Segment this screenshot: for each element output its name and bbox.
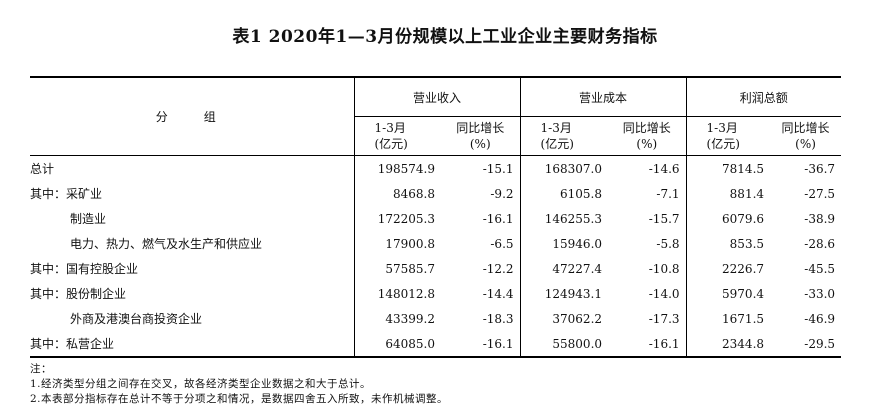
revenue-value: 17900.8 (353, 231, 441, 256)
table-row: 总计 198574.9 -15.1 168307.0 -14.6 7814.5 … (30, 155, 841, 181)
row-label: 其中：国有控股企业 (30, 262, 139, 276)
revenue-value: 64085.0 (353, 331, 441, 358)
profit-growth-value: -27.5 (804, 186, 836, 201)
row-label: 电力、热力、燃气及水生产和供应业 (70, 237, 263, 251)
revenue-growth-value: -18.3 (482, 311, 514, 326)
revenue-growth-value: -16.1 (482, 211, 514, 226)
revenue-value: 172205.3 (353, 206, 441, 231)
row-label: 外商及港澳台商投资企业 (70, 312, 203, 326)
revenue-growth-value: -16.1 (441, 331, 521, 358)
revenue-growth-value: -14.4 (482, 286, 514, 301)
table-row: 外商及港澳台商投资企业 43399.2 -18.3 37062.2 -17.3 … (30, 306, 841, 331)
revenue-value: 148012.8 (353, 281, 441, 306)
table-title: 表1 2020年1—3月份规模以上工业企业主要财务指标 (232, 27, 658, 47)
revenue-growth-value: -6.5 (490, 236, 514, 251)
profit-value: 881.4 (685, 181, 771, 206)
note-2: 2.本表部分指标存在总计不等于分项之和情况，是数据四舍五入所致，未作机械调整。 (30, 393, 449, 405)
cost-growth-value: -7.1 (656, 186, 680, 201)
profit-value: 1671.5 (685, 306, 771, 331)
row-label: 其中：私营企业 (30, 331, 354, 358)
revenue-growth-subheader: 同比增长 (%) (441, 116, 521, 156)
cost-amount-subheader: 1-3月 (亿元) (519, 116, 609, 156)
cost-growth-value: -15.7 (648, 211, 680, 226)
table-row: 其中：采矿业 8468.8 -9.2 6105.8 -7.1 881.4 -27… (30, 181, 841, 206)
cost-header: 营业成本 (519, 76, 687, 117)
cost-growth-value: -14.0 (648, 286, 680, 301)
cost-growth-value: -5.8 (656, 236, 680, 251)
profit-growth-value: -36.7 (804, 161, 836, 176)
cost-value: 47227.4 (519, 256, 609, 281)
profit-header: 利润总额 (685, 76, 842, 117)
cost-growth-value: -10.8 (648, 261, 680, 276)
cost-growth-value: -17.3 (648, 311, 680, 326)
row-label: 总计 (30, 162, 55, 176)
revenue-value: 198574.9 (353, 155, 441, 181)
cost-value: 37062.2 (519, 306, 609, 331)
profit-value: 2344.8 (685, 331, 771, 358)
profit-growth-value: -29.5 (770, 331, 842, 358)
profit-value: 6079.6 (685, 206, 771, 231)
profit-growth-value: -45.5 (804, 261, 836, 276)
profit-growth-value: -33.0 (804, 286, 836, 301)
revenue-growth-value: -9.2 (490, 186, 514, 201)
table-row: 制造业 172205.3 -16.1 146255.3 -15.7 6079.6… (30, 206, 841, 231)
cost-growth-value: -14.6 (648, 161, 680, 176)
table-row: 其中：国有控股企业 57585.7 -12.2 47227.4 -10.8 22… (30, 256, 841, 281)
row-label: 其中：股份制企业 (30, 287, 127, 301)
cost-growth-subheader: 同比增长 (%) (608, 116, 687, 156)
cost-value: 6105.8 (519, 181, 609, 206)
cost-value: 15946.0 (519, 231, 609, 256)
revenue-growth-value: -15.1 (482, 161, 514, 176)
table-row: 电力、热力、燃气及水生产和供应业 17900.8 -6.5 15946.0 -5… (30, 231, 841, 256)
profit-growth-value: -38.9 (804, 211, 836, 226)
profit-value: 853.5 (685, 231, 771, 256)
table-notes: 注： 1.经济类型分组之间存在交叉，故各经济类型企业数据之和大于总计。 2.本表… (30, 362, 860, 407)
cost-value: 55800.0 (519, 331, 609, 358)
table-row: 其中：股份制企业 148012.8 -14.4 124943.1 -14.0 5… (30, 281, 841, 306)
group-column-header: 分 组 (30, 76, 354, 156)
row-label: 其中：采矿业 (30, 187, 103, 201)
profit-amount-subheader: 1-3月 (亿元) (685, 116, 771, 156)
profit-growth-value: -46.9 (804, 311, 836, 326)
table-row: 其中：私营企业 64085.0 -16.1 55800.0 -16.1 2344… (30, 331, 842, 358)
revenue-growth-value: -12.2 (482, 261, 514, 276)
profit-value: 2226.7 (685, 256, 771, 281)
notes-heading: 注： (30, 363, 52, 375)
cost-value: 124943.1 (519, 281, 609, 306)
cost-value: 146255.3 (519, 206, 609, 231)
cost-growth-value: -16.1 (608, 331, 687, 358)
profit-growth-subheader: 同比增长 (%) (770, 116, 842, 156)
profit-value: 7814.5 (685, 155, 771, 181)
cost-value: 168307.0 (519, 155, 609, 181)
row-label: 制造业 (70, 212, 107, 226)
revenue-value: 57585.7 (353, 256, 441, 281)
revenue-value: 8468.8 (353, 181, 441, 206)
revenue-amount-subheader: 1-3月 (亿元) (353, 116, 441, 156)
profit-growth-value: -28.6 (804, 236, 836, 251)
revenue-value: 43399.2 (353, 306, 441, 331)
profit-value: 5970.4 (685, 281, 771, 306)
note-1: 1.经济类型分组之间存在交叉，故各经济类型企业数据之和大于总计。 (30, 378, 372, 390)
financial-indicators-table: 分 组 营业收入 营业成本 利润总额 1-3月 (亿元) 同比增长 (%) 1-3月… (30, 76, 842, 358)
revenue-header: 营业收入 (353, 76, 521, 117)
